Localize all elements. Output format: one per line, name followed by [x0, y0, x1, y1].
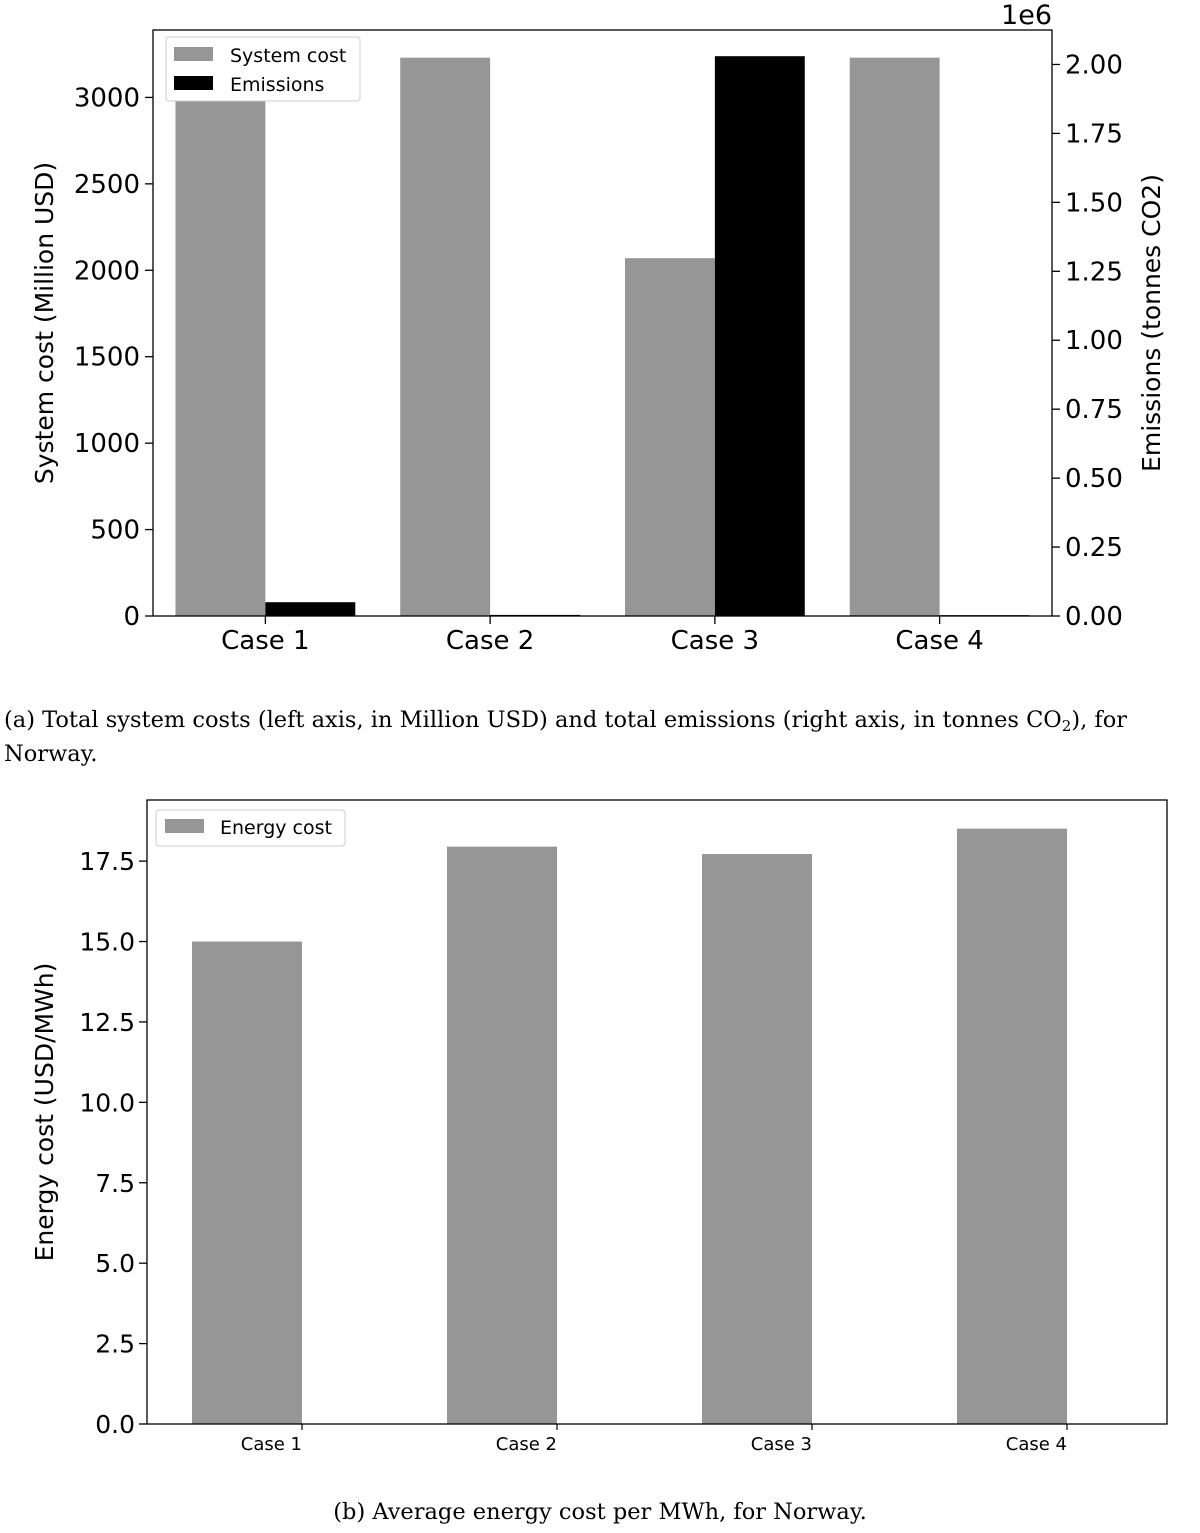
bar-energy-cost-case-3: [702, 854, 812, 1424]
chart-a-ytick-right-label: 1.00: [1065, 326, 1123, 356]
bar-energy-cost-case-2: [447, 846, 557, 1424]
chart-a-xtick-label: Case 3: [671, 626, 759, 656]
chart-a-legend-swatch-system-cost: [174, 47, 213, 61]
bar-emissions-case-1: [265, 602, 356, 616]
chart-b-xtick-label: Case 4: [1006, 1434, 1067, 1455]
chart-a-ytick-left-label: 500: [90, 516, 140, 546]
chart-b-xtick-label: Case 3: [751, 1434, 812, 1455]
chart-a: 0 500 1000 1500 2000 2500 3000 0.00 0.25 0.50 0.7…: [30, 0, 1166, 656]
chart-a-ytick-right-label: 0.00: [1065, 602, 1123, 632]
chart-a-ytick-right-label: 1.75: [1065, 119, 1123, 149]
chart-b-ytick-label: 10.0: [79, 1088, 135, 1117]
chart-b-legend: Energy cost: [155, 809, 346, 847]
chart-a-ytick-left-label: 0: [123, 602, 140, 632]
chart-a-legend-box: [165, 36, 361, 102]
chart-b-ytick-label: 5.0: [95, 1249, 135, 1278]
chart-a-ytick-left-label: 1500: [74, 343, 140, 373]
chart-b-frame: [146, 799, 1168, 1425]
chart-a-xtick-label: Case 1: [221, 626, 309, 656]
chart-a-ytick-right-label: 2.00: [1065, 50, 1123, 80]
bar-system-cost-case-3: [624, 258, 715, 616]
chart-b-ytick-label: 7.5: [95, 1169, 135, 1198]
chart-b-xtick-label: Case 2: [496, 1434, 557, 1455]
caption-a-suffix: ), for Norway.: [4, 707, 1128, 767]
chart-a-ytick-left-label: 2000: [74, 256, 140, 286]
chart-a-ylabel-right: Emissions (tonnes CO2): [1137, 174, 1166, 472]
chart-a-ylabel-left: System cost (Million USD): [30, 162, 59, 484]
chart-b-ytick-label: 17.5: [79, 847, 135, 876]
chart-b-legend-swatch-energy-cost: [165, 819, 204, 833]
chart-a-ytick-right-label: 1.25: [1065, 257, 1123, 287]
chart-a-legend-swatch-emissions: [174, 76, 213, 90]
chart-a-ytick-right-label: 1.50: [1065, 188, 1123, 218]
caption-a: (a) Total system costs (left axis, in Mi…: [4, 706, 1196, 768]
chart-a-ytick-right-label: 0.50: [1065, 464, 1123, 494]
chart-a-legend-label-system-cost: System cost: [230, 45, 346, 67]
chart-b: 0.0 2.5 5.0 7.5 10.0 12.5 15.0 17.5 Case 1 Case …: [30, 799, 1168, 1455]
chart-a-ytick-right-label: 0.25: [1065, 533, 1123, 563]
chart-a-frame: [152, 29, 1053, 617]
chart-a-legend: System cost Emissions: [165, 36, 361, 102]
chart-a-ytick-left-label: 2500: [74, 170, 140, 200]
bar-system-cost-case-1: [175, 93, 266, 617]
chart-a-right-offset-label: 1e6: [1001, 0, 1052, 31]
chart-a-ytick-right-label: 0.75: [1065, 395, 1123, 425]
chart-a-legend-label-emissions: Emissions: [230, 74, 324, 96]
bar-system-cost-case-4: [849, 57, 940, 616]
chart-b-ylabel: Energy cost (USD/MWh): [30, 963, 59, 1262]
bar-system-cost-case-2: [400, 57, 491, 616]
chart-b-xtick-label: Case 1: [241, 1434, 302, 1455]
chart-b-ytick-label: 0.0: [95, 1410, 135, 1439]
chart-b-ytick-label: 2.5: [95, 1330, 135, 1359]
bar-energy-cost-case-4: [957, 828, 1067, 1424]
chart-b-ytick-label: 12.5: [79, 1008, 135, 1037]
chart-a-xtick-label: Case 2: [446, 626, 534, 656]
chart-a-ytick-left-label: 3000: [74, 83, 140, 113]
chart-b-legend-label-energy-cost: Energy cost: [220, 817, 332, 839]
caption-a-subscript: 2: [1061, 717, 1072, 735]
bar-emissions-case-3: [714, 56, 805, 617]
chart-a-ytick-left-label: 1000: [74, 429, 140, 459]
bar-energy-cost-case-1: [192, 941, 302, 1424]
caption-a-prefix: (a) Total system costs (left axis, in Mi…: [4, 707, 1062, 733]
chart-b-ytick-label: 15.0: [79, 928, 135, 957]
chart-a-xtick-label: Case 4: [895, 626, 983, 656]
caption-b: (b) Average energy cost per MWh, for Nor…: [333, 1499, 867, 1525]
